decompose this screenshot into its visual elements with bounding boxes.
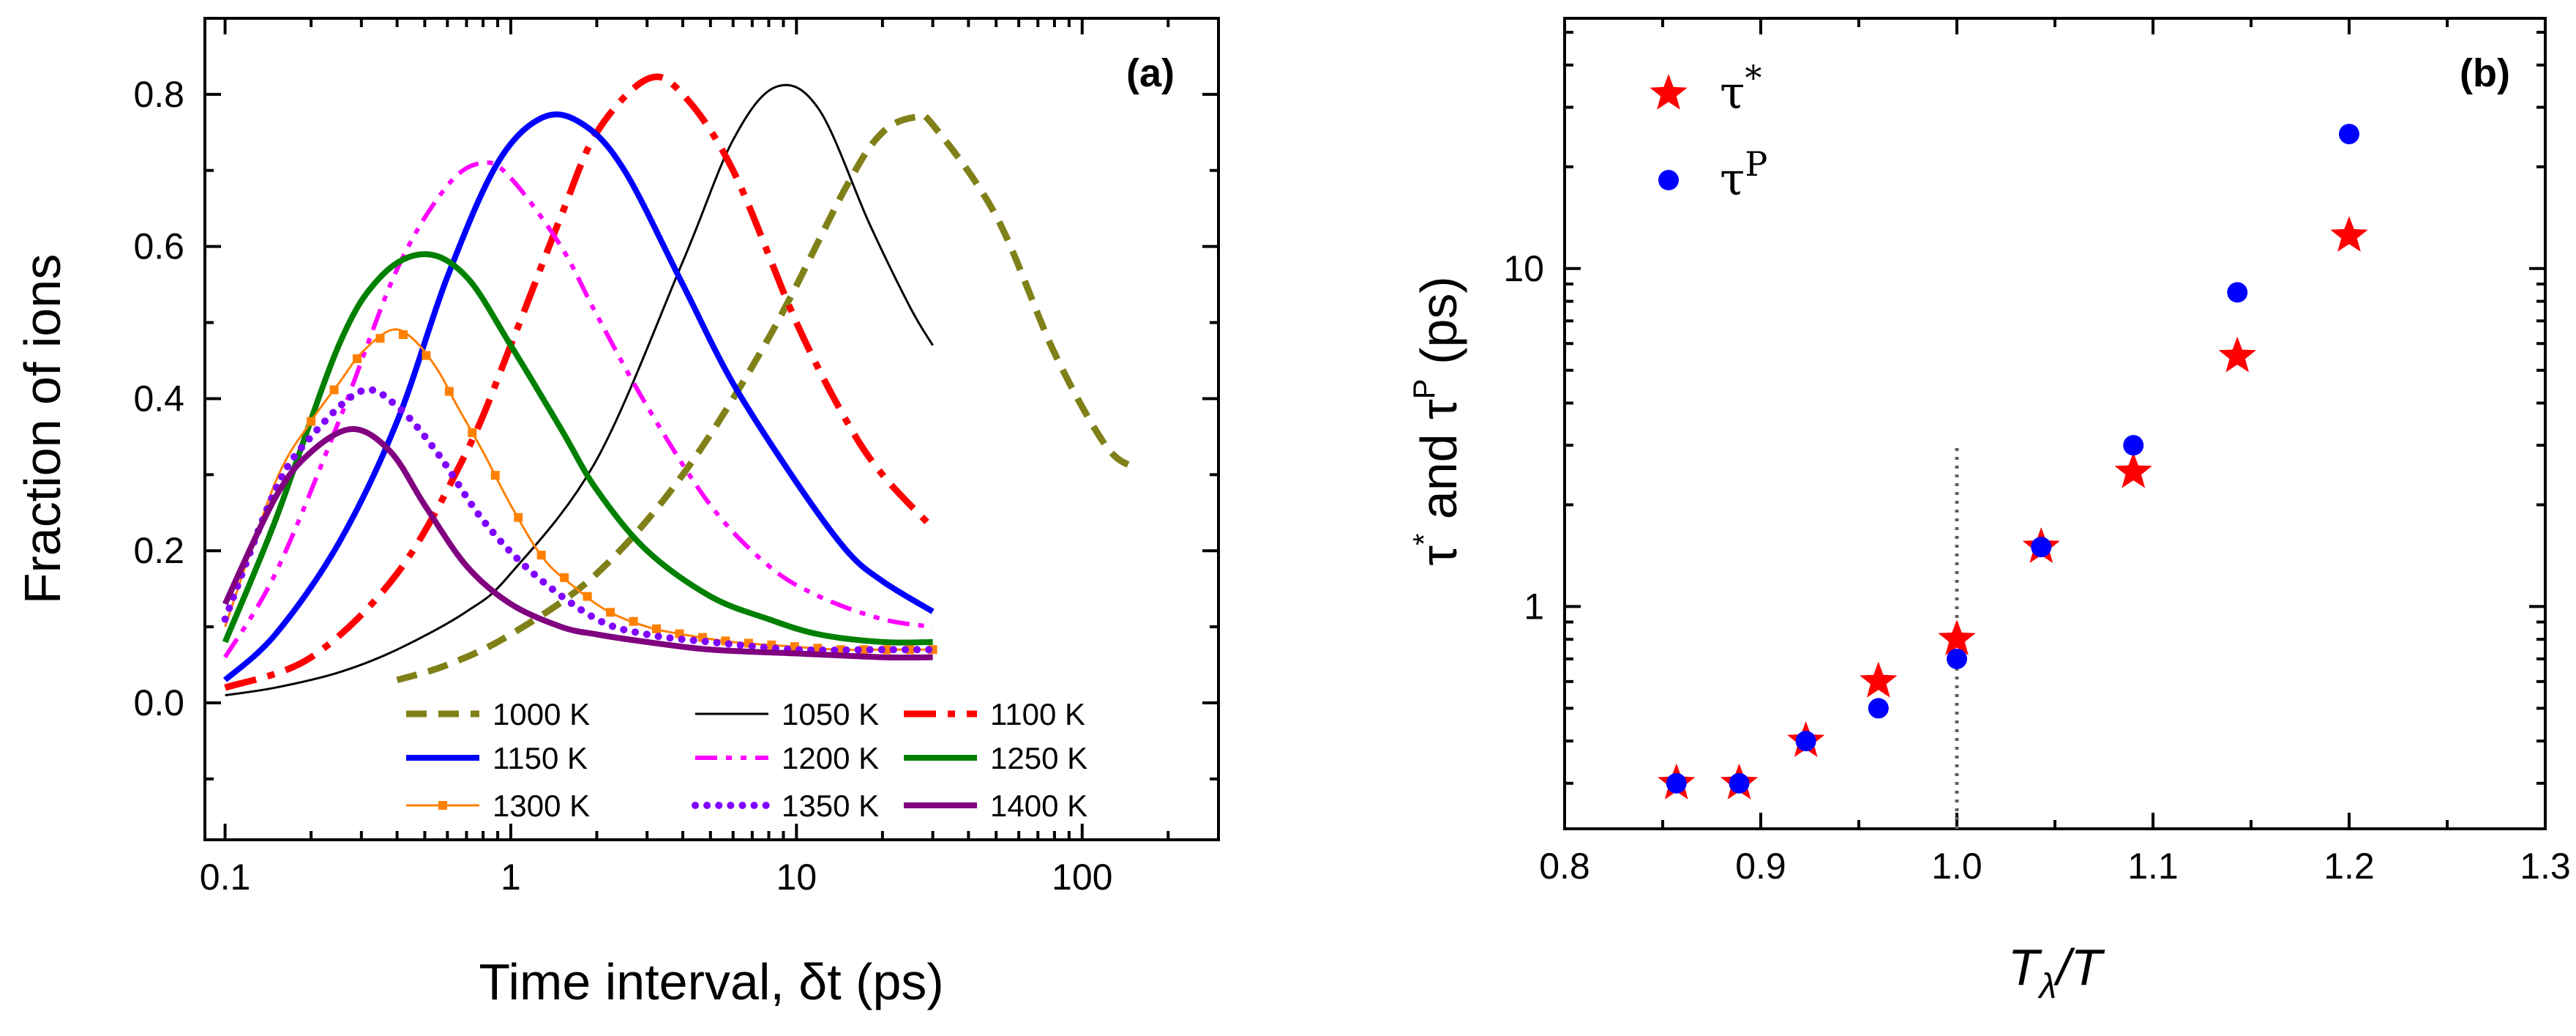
series-marker-1300k <box>329 385 339 395</box>
panel-a-fraction-of-ions: 0.1 1 10 100 0.0 0.2 0.4 0.6 0.8 (a) Fraction of… <box>14 17 1220 1010</box>
data-point-tau-p <box>1868 698 1889 719</box>
series-marker-1300k <box>514 513 523 522</box>
data-point-tau-star <box>1860 661 1898 698</box>
a-x-tick-label: 0.1 <box>200 857 251 898</box>
y-label-and: and <box>1410 420 1467 534</box>
data-point-tau-p <box>1795 731 1816 752</box>
legend-label: 1200 K <box>782 741 879 775</box>
data-point-tau-star <box>2330 216 2368 252</box>
legend-label: 1050 K <box>782 697 879 731</box>
legend-label: 1000 K <box>493 697 590 731</box>
panel-b-x-axis-label: Tλ/T <box>2008 939 2105 1006</box>
legend-label: τ* <box>1720 58 1761 119</box>
panel-a-series <box>221 73 1135 697</box>
panel-b-legend: τ* τP <box>1650 58 1767 206</box>
series-line-1200k <box>223 160 934 659</box>
data-point-tau-star <box>1938 619 1976 655</box>
a-x-tick-label: 1 <box>501 857 521 898</box>
data-point-tau-p <box>1947 648 1967 669</box>
panel-b-ticks: 0.8 0.9 1.0 1.1 1.2 1.3 1 10 <box>1503 18 2571 887</box>
series-line-1150k <box>222 111 935 682</box>
legend-marker <box>1658 170 1679 190</box>
x-label-lambda: λ <box>2037 967 2056 1006</box>
series-marker-1300k <box>375 334 385 343</box>
panel-a-legend: 1000 K 1050 K 1100 K 1150 K 1200 K 1250 K 1300… <box>406 697 1087 823</box>
y-label-star: * <box>1407 534 1441 545</box>
data-point-tau-star <box>2114 452 2152 488</box>
data-point-tau-p <box>2339 124 2359 145</box>
series-marker-1300k <box>859 645 869 655</box>
series-marker-1300k <box>444 387 454 396</box>
panel-a-tag: (a) <box>1126 51 1175 95</box>
series-marker-1300k <box>583 592 592 601</box>
legend-label: τP <box>1720 144 1767 206</box>
panel-a-y-axis-label: Fraction of ions <box>14 254 71 605</box>
series-line-1100k <box>224 73 935 691</box>
legend-swatch-marker <box>438 801 447 810</box>
series-line-1350k <box>221 386 937 655</box>
series-marker-1300k <box>353 354 362 363</box>
series-line-1400k <box>222 426 933 661</box>
a-y-tick-label: 0.8 <box>133 74 184 115</box>
x-label-t: T <box>2008 939 2043 996</box>
series-marker-1300k <box>422 351 431 360</box>
legend-label: 1250 K <box>990 741 1087 775</box>
y-label-tau-2: τ <box>1410 399 1467 420</box>
x-label-over-t: /T <box>2053 939 2105 996</box>
b-x-tick-label: 0.9 <box>1735 846 1786 887</box>
series-marker-1300k <box>606 608 615 617</box>
legend-label: 1150 K <box>493 741 588 775</box>
b-x-tick-label: 0.8 <box>1539 846 1590 887</box>
series-marker-1300k <box>560 573 569 582</box>
panel-b-y-axis-label: τ* and τP (ps) <box>1407 276 1467 565</box>
series-line-1250k <box>222 251 933 646</box>
panel-b-series <box>1658 124 2368 800</box>
a-y-tick-label: 0.0 <box>133 682 184 723</box>
b-y-tick-label: 10 <box>1503 248 1544 289</box>
series-marker-1300k <box>307 417 316 426</box>
b-x-tick-label: 1.1 <box>2127 846 2179 887</box>
series-marker-1300k <box>398 330 408 340</box>
series-marker-1300k <box>490 471 500 480</box>
b-x-tick-label: 1.2 <box>2324 846 2375 887</box>
a-y-tick-label: 0.4 <box>133 378 184 419</box>
legend-label: 1100 K <box>990 697 1085 731</box>
b-x-tick-label: 1.0 <box>1931 846 1982 887</box>
b-x-tick-label: 1.3 <box>2520 846 2571 887</box>
series-marker-1300k <box>629 616 638 626</box>
y-label-tau-1: τ <box>1410 545 1467 566</box>
data-point-tau-p <box>1729 772 1750 794</box>
b-y-tick-label: 1 <box>1524 586 1544 627</box>
series-marker-1300k <box>836 645 845 655</box>
a-y-tick-label: 0.2 <box>133 530 184 571</box>
y-label-units: (ps) <box>1410 276 1467 379</box>
y-label-p: P <box>1407 379 1441 399</box>
data-point-tau-p <box>2123 435 2144 456</box>
panel-b-tag: (b) <box>2460 51 2510 95</box>
panel-a-x-axis-label: Time interval, δt (ps) <box>479 953 943 1010</box>
panel-b-frame <box>1563 17 2547 830</box>
legend-label: 1300 K <box>493 789 590 823</box>
series-marker-1300k <box>652 624 662 633</box>
series-line-1050k <box>225 83 934 697</box>
a-x-tick-label: 100 <box>1052 857 1112 898</box>
data-point-tau-star <box>2218 336 2256 373</box>
a-y-tick-label: 0.6 <box>133 226 184 267</box>
series-marker-1300k <box>536 551 546 560</box>
data-point-tau-p <box>1666 772 1687 794</box>
data-point-tau-p <box>2227 282 2248 303</box>
a-x-tick-label: 10 <box>776 857 817 898</box>
series-line-1000k <box>396 111 1135 684</box>
legend-marker <box>1650 74 1688 110</box>
panel-a-ticks: 0.1 1 10 100 0.0 0.2 0.4 0.6 0.8 <box>133 17 1220 898</box>
legend-label: 1400 K <box>990 789 1087 823</box>
data-point-tau-p <box>2031 537 2052 558</box>
series-marker-1300k <box>468 428 477 437</box>
legend-label: 1350 K <box>782 789 879 823</box>
